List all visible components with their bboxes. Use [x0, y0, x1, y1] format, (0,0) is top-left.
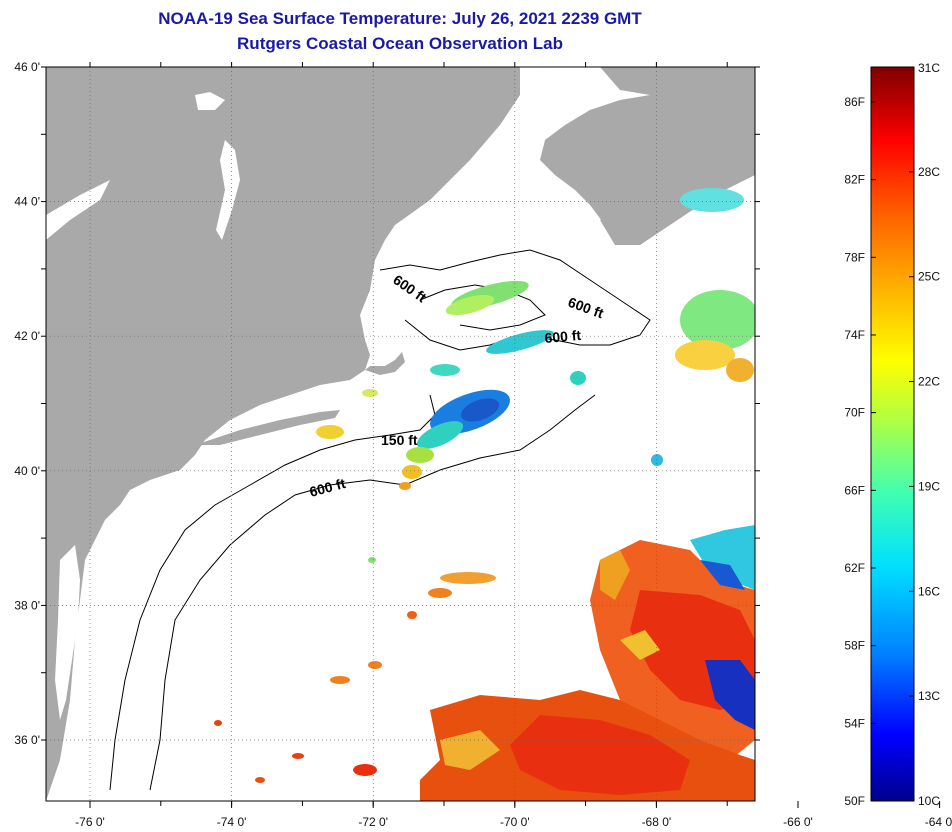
lat-label: 44 0' — [14, 195, 40, 209]
contour-label: 150 ft — [381, 432, 418, 448]
colorbar-c-label: 16C — [918, 584, 940, 598]
colorbar-f-label: 50F — [844, 794, 865, 808]
colorbar-c-label: 19C — [918, 479, 940, 493]
lon-label: -70 0' — [500, 815, 530, 829]
land-us-northeast — [46, 67, 520, 801]
map-border — [45, 66, 756, 802]
contour-600ft-outer — [149, 394, 596, 791]
land-nova-scotia — [540, 67, 755, 245]
colorbar-c-label: 13C — [918, 689, 940, 703]
lake — [195, 92, 225, 110]
lon-label: -76 0' — [75, 815, 105, 829]
lon-label: -64 0' — [925, 815, 952, 829]
colorbar-f-label: 70F — [844, 406, 865, 420]
longitude-labels: -76 0' -74 0' -72 0' -70 0' -68 0' -66 0' -64 … — [75, 815, 952, 829]
lat-label: 36 0' — [14, 733, 40, 747]
chesapeake-bay — [55, 545, 80, 720]
colorbar-c-label: 25C — [918, 270, 940, 284]
colorbar-f-label: 82F — [844, 173, 865, 187]
lake — [216, 140, 240, 240]
contour-150ft — [109, 394, 436, 791]
colorbar-f-label: 54F — [844, 716, 865, 730]
colorbar-f-label: 62F — [844, 561, 865, 575]
colorbar-f-label: 66F — [844, 483, 865, 497]
sst-patches — [214, 188, 755, 801]
colorbar — [870, 66, 915, 802]
colorbar-f-label: 58F — [844, 639, 865, 653]
lake — [46, 180, 110, 240]
lat-label: 40 0' — [14, 464, 40, 478]
colorbar-fahrenheit-labels: 86F 82F 78F 74F 70F 66F 62F 58F 54F 50F — [844, 95, 876, 808]
colorbar-f-label: 78F — [844, 250, 865, 264]
map-subtitle: Rutgers Coastal Ocean Observation Lab — [237, 34, 563, 53]
land-cape-cod — [365, 352, 405, 375]
colorbar-c-label: 22C — [918, 375, 940, 389]
land-nova-scotia-peninsula — [600, 150, 755, 245]
lat-label: 46 0' — [14, 60, 40, 74]
lon-label: -66 0' — [783, 815, 813, 829]
land-long-island — [195, 410, 340, 445]
colorbar-c-label: 31C — [918, 61, 940, 75]
lon-label: -72 0' — [358, 815, 388, 829]
colorbar-c-label: 28C — [918, 165, 940, 179]
axis-ticks — [41, 62, 941, 808]
colorbar-f-label: 74F — [844, 328, 865, 342]
lon-label: -68 0' — [642, 815, 672, 829]
contour-gom-inner — [419, 284, 546, 331]
map-title: NOAA-19 Sea Surface Temperature: July 26… — [158, 9, 642, 28]
colorbar-f-label: 86F — [844, 95, 865, 109]
colorbar-c-label: 10C — [918, 794, 940, 808]
contour-label: 600 ft — [544, 327, 582, 346]
lat-label: 42 0' — [14, 329, 40, 343]
contour-gom-600ft — [379, 249, 651, 351]
lat-label: 38 0' — [14, 598, 40, 612]
colorbar-celsius-labels: 31C 28C 25C 22C 19C 16C 13C 10C — [909, 61, 940, 808]
lon-label: -74 0' — [217, 815, 247, 829]
latitude-labels: 46 0' 44 0' 42 0' 40 0' 38 0' 36 0' — [14, 60, 40, 747]
